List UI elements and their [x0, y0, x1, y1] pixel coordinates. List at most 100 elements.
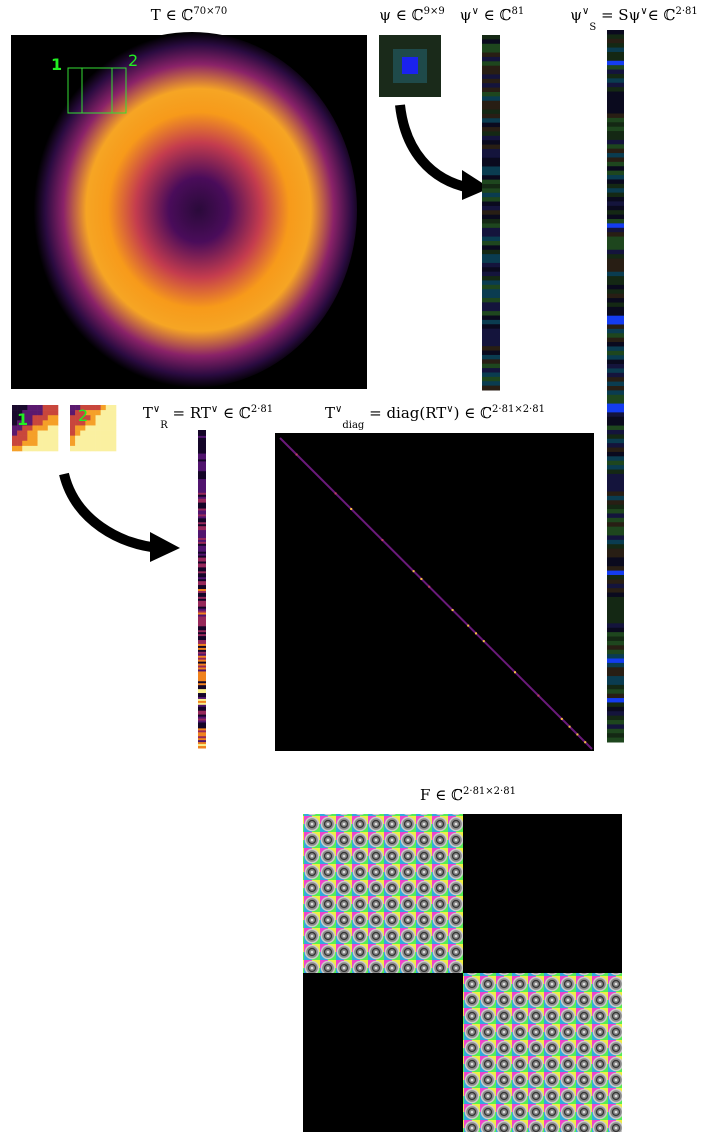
vector-cell [607, 597, 624, 602]
vector-cell [482, 232, 500, 237]
vector-cell [607, 404, 624, 409]
crop-cell [90, 420, 95, 425]
psi-center [402, 57, 418, 74]
crop-cell [96, 446, 101, 451]
crop-cell [12, 436, 17, 441]
vector-cell [607, 188, 624, 193]
vector-cell [607, 65, 624, 70]
crop-cell [111, 436, 116, 441]
crop-cell [85, 441, 90, 446]
vector-cell [482, 302, 500, 307]
title-part: F [420, 786, 430, 804]
vector-cell [607, 61, 624, 66]
window-label: 2 [78, 406, 88, 425]
vector-cell [607, 127, 624, 132]
vector-cell [607, 663, 624, 668]
vector-cell [482, 110, 500, 115]
vector-cell [607, 276, 624, 281]
vector-cell [607, 360, 624, 365]
vector-cell [607, 615, 624, 620]
title-part: ∈ ℂ [218, 404, 251, 422]
crop-cell [27, 410, 32, 415]
vector-cell [482, 131, 500, 136]
vector-cell [607, 78, 624, 83]
vector-cell [607, 83, 624, 88]
vector-cell [482, 342, 500, 347]
title-part: 70×70 [193, 6, 227, 17]
vector-cell [482, 307, 500, 312]
crop-cell [106, 441, 111, 446]
crop-cell [27, 441, 32, 446]
vector-cell [607, 105, 624, 110]
vector-cell [607, 716, 624, 721]
crop-cell [106, 425, 111, 430]
crop-cell [70, 405, 75, 410]
vector-cell [482, 184, 500, 189]
vector-cell [607, 456, 624, 461]
vector-cell [482, 153, 500, 158]
vector-cell [607, 606, 624, 611]
crop-cell [85, 425, 90, 430]
vector-cell [607, 285, 624, 290]
crop-cell [17, 436, 22, 441]
vector-cell [482, 228, 500, 233]
crop-cell [32, 441, 37, 446]
title-part: ∨ [446, 404, 453, 415]
vector-cell [607, 637, 624, 642]
vector-cell [607, 122, 624, 127]
vector-cell [482, 351, 500, 356]
crop-cell [38, 446, 43, 451]
crop-cell [70, 415, 75, 420]
crop-cell [90, 436, 95, 441]
crop-cell [96, 415, 101, 420]
vector-cell [482, 210, 500, 215]
vector-cell [482, 223, 500, 228]
vector-cell [607, 346, 624, 351]
crop-cell [12, 446, 17, 451]
crop-cell [96, 405, 101, 410]
crop-cell [43, 425, 48, 430]
crop-cell [70, 425, 75, 430]
crop-cell [38, 405, 43, 410]
crop-cell [12, 441, 17, 446]
crop-cell [27, 446, 32, 451]
vector-cell [607, 140, 624, 145]
crop-cell [80, 431, 85, 436]
diag-dot [561, 718, 563, 720]
title-part: 9×9 [424, 6, 445, 17]
vector-cell [607, 43, 624, 48]
title: T ∈ ℂ70×70 [151, 6, 227, 24]
crop-cell [27, 415, 32, 420]
vector-cell [607, 254, 624, 259]
images [11, 32, 622, 1132]
vector-cell [607, 232, 624, 237]
vector-cell [607, 430, 624, 435]
vector-cell [607, 439, 624, 444]
vector-cell [198, 746, 206, 748]
vector-cell [607, 724, 624, 729]
vector-cell [607, 135, 624, 140]
vector-cell [482, 70, 500, 75]
vector-cell [607, 632, 624, 637]
figure: 1 2 12T ∈ ℂ70×70ψ ∈ ℂ9×9ψ∨ ∈ ℂ81ψ∨S = Sψ… [0, 0, 701, 1133]
vector-cell [607, 478, 624, 483]
crop-cell [111, 425, 116, 430]
vector-cell [607, 149, 624, 154]
vector-cell [482, 294, 500, 299]
vector-cell [607, 109, 624, 114]
crop-cell [43, 446, 48, 451]
crop-cell [70, 420, 75, 425]
crop-cell [101, 446, 106, 451]
vector-cell [607, 426, 624, 431]
crop-cell [53, 415, 58, 420]
diag-dot [576, 733, 578, 735]
title-part: 2·81 [251, 404, 273, 415]
crop-cell [70, 436, 75, 441]
crop-cell [43, 431, 48, 436]
crop-cell [106, 431, 111, 436]
crop-cell [43, 415, 48, 420]
vector-cell [607, 483, 624, 488]
title-part: ∈ ℂ [161, 6, 194, 24]
vector-cell [607, 333, 624, 338]
vector-cell [607, 562, 624, 567]
